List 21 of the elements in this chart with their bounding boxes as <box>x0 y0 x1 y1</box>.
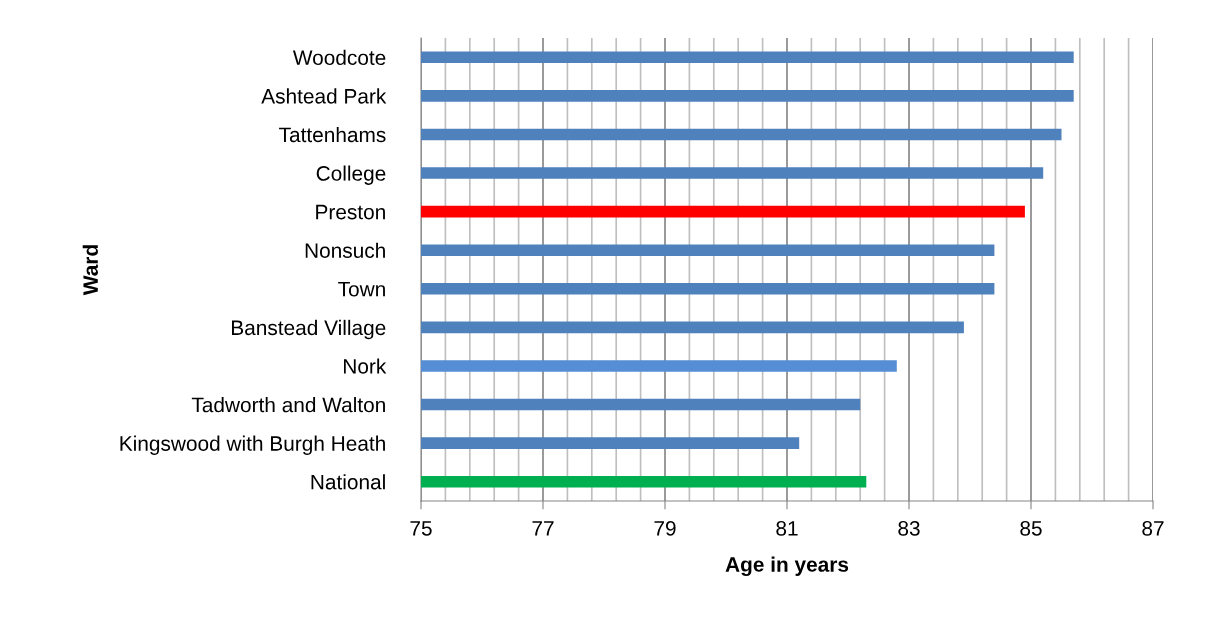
y-tick-label: College <box>316 165 386 185</box>
x-axis-title: Age in years <box>725 556 849 577</box>
y-axis-title: Ward <box>82 245 98 296</box>
y-tick-label: Ashtead Park <box>261 88 387 104</box>
y-tick-label: Town <box>338 282 385 297</box>
y-tick-label: Tadworth and Walton <box>191 396 385 413</box>
x-tick-label: 85 <box>1020 520 1042 536</box>
y-tick-label: Nork <box>344 358 387 374</box>
y-tick-label: Woodcote <box>292 49 386 66</box>
y-tick-label: Preston <box>316 204 385 220</box>
y-tick-label: National <box>311 474 385 490</box>
x-tick-label: 87 <box>1142 520 1164 536</box>
y-tick-label: Kingswood with Burgh Heath <box>120 435 385 455</box>
x-tick-label: 75 <box>410 521 432 536</box>
y-tick-label: Tattenhams <box>279 126 386 143</box>
x-tick-label: 83 <box>898 520 920 536</box>
x-tick-label: 77 <box>532 521 554 536</box>
y-tick-label: Nonsuch <box>305 242 385 258</box>
x-tick-label: 79 <box>654 520 676 536</box>
x-tick-label: 81 <box>776 520 798 536</box>
y-tick-label: Banstead Village <box>232 319 386 340</box>
